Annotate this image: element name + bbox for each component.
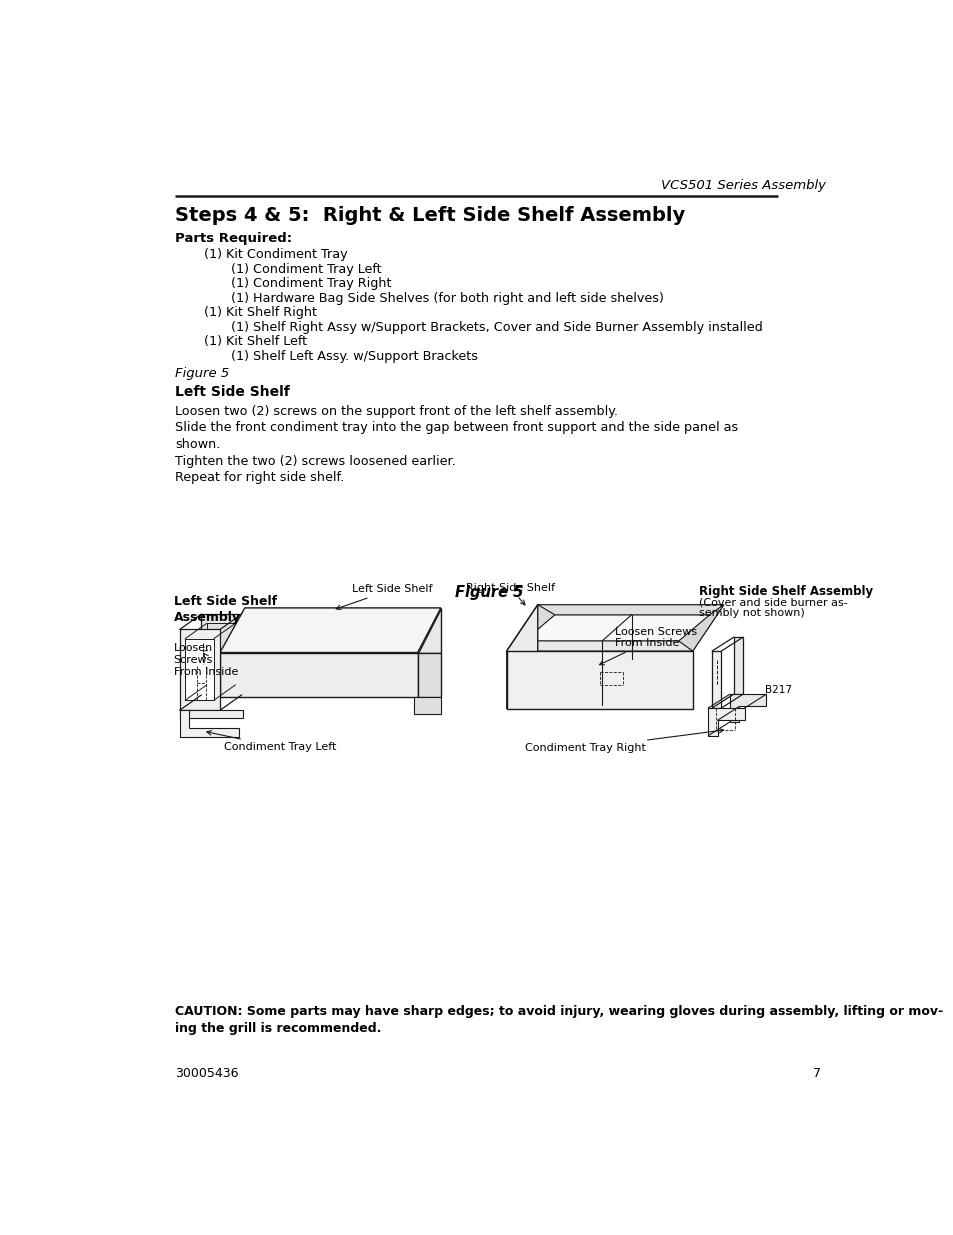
- Polygon shape: [185, 638, 213, 700]
- Text: VCS501 Series Assembly: VCS501 Series Assembly: [660, 179, 825, 193]
- Polygon shape: [506, 641, 692, 651]
- Text: Figure 5: Figure 5: [174, 367, 229, 380]
- Text: Left Side Shelf: Left Side Shelf: [335, 584, 432, 610]
- Text: Slide the front condiment tray into the gap between front support and the side p: Slide the front condiment tray into the …: [174, 421, 738, 435]
- Text: Loosen Screws
From Inside: Loosen Screws From Inside: [598, 627, 697, 664]
- Text: Repeat for right side shelf.: Repeat for right side shelf.: [174, 471, 344, 484]
- Text: 7: 7: [812, 1067, 820, 1079]
- Text: (1) Kit Shelf Right: (1) Kit Shelf Right: [204, 306, 317, 319]
- Polygon shape: [417, 608, 440, 652]
- Text: Left Side Shelf
Assembly: Left Side Shelf Assembly: [173, 595, 276, 624]
- Text: (1) Condiment Tray Left: (1) Condiment Tray Left: [231, 263, 381, 275]
- Text: shown.: shown.: [174, 438, 220, 451]
- Polygon shape: [707, 708, 744, 736]
- Polygon shape: [733, 637, 742, 694]
- Text: (1) Condiment Tray Right: (1) Condiment Tray Right: [231, 277, 391, 290]
- Text: B217: B217: [764, 685, 791, 695]
- Polygon shape: [207, 624, 235, 685]
- Text: Parts Required:: Parts Required:: [174, 232, 292, 245]
- Text: Steps 4 & 5:  Right & Left Side Shelf Assembly: Steps 4 & 5: Right & Left Side Shelf Ass…: [174, 206, 684, 225]
- Polygon shape: [414, 698, 440, 714]
- Polygon shape: [506, 605, 555, 651]
- Text: (1) Shelf Right Assy w/Support Brackets, Cover and Side Burner Assembly installe: (1) Shelf Right Assy w/Support Brackets,…: [231, 321, 761, 333]
- Text: Loosen
Screws
From Inside: Loosen Screws From Inside: [173, 643, 237, 677]
- Polygon shape: [537, 605, 723, 615]
- Polygon shape: [729, 694, 765, 721]
- Text: Tighten the two (2) screws loosened earlier.: Tighten the two (2) screws loosened earl…: [174, 454, 456, 468]
- Polygon shape: [679, 605, 723, 651]
- Text: Left Side Shelf: Left Side Shelf: [174, 385, 290, 399]
- Text: Loosen two (2) screws on the support front of the left shelf assembly.: Loosen two (2) screws on the support fro…: [174, 405, 618, 417]
- Text: Right Side Shelf Assembly: Right Side Shelf Assembly: [699, 585, 872, 598]
- Polygon shape: [711, 651, 720, 708]
- Text: 30005436: 30005436: [174, 1067, 238, 1079]
- Polygon shape: [179, 710, 243, 718]
- Text: (1) Kit Condiment Tray: (1) Kit Condiment Tray: [204, 248, 348, 262]
- Text: (1) Kit Shelf Left: (1) Kit Shelf Left: [204, 335, 307, 348]
- Polygon shape: [179, 630, 220, 710]
- Polygon shape: [220, 608, 440, 652]
- Polygon shape: [179, 710, 239, 737]
- Text: Condiment Tray Left: Condiment Tray Left: [207, 731, 335, 752]
- Polygon shape: [506, 651, 692, 709]
- Polygon shape: [506, 605, 537, 709]
- Polygon shape: [220, 652, 417, 698]
- Text: sembly not shown): sembly not shown): [699, 608, 804, 618]
- Text: Figure 5: Figure 5: [455, 585, 522, 600]
- Text: (1) Hardware Bag Side Shelves (for both right and left side shelves): (1) Hardware Bag Side Shelves (for both …: [231, 291, 663, 305]
- Polygon shape: [417, 652, 440, 698]
- Text: (Cover and side burner as-: (Cover and side burner as-: [699, 597, 847, 608]
- Polygon shape: [523, 615, 709, 641]
- Text: Right Side Shelf: Right Side Shelf: [465, 583, 554, 605]
- Text: CAUTION: Some parts may have sharp edges; to avoid injury, wearing gloves during: CAUTION: Some parts may have sharp edges…: [174, 1005, 943, 1035]
- Polygon shape: [201, 614, 241, 695]
- Text: Condiment Tray Right: Condiment Tray Right: [524, 729, 723, 753]
- Text: (1) Shelf Left Assy. w/Support Brackets: (1) Shelf Left Assy. w/Support Brackets: [231, 350, 477, 363]
